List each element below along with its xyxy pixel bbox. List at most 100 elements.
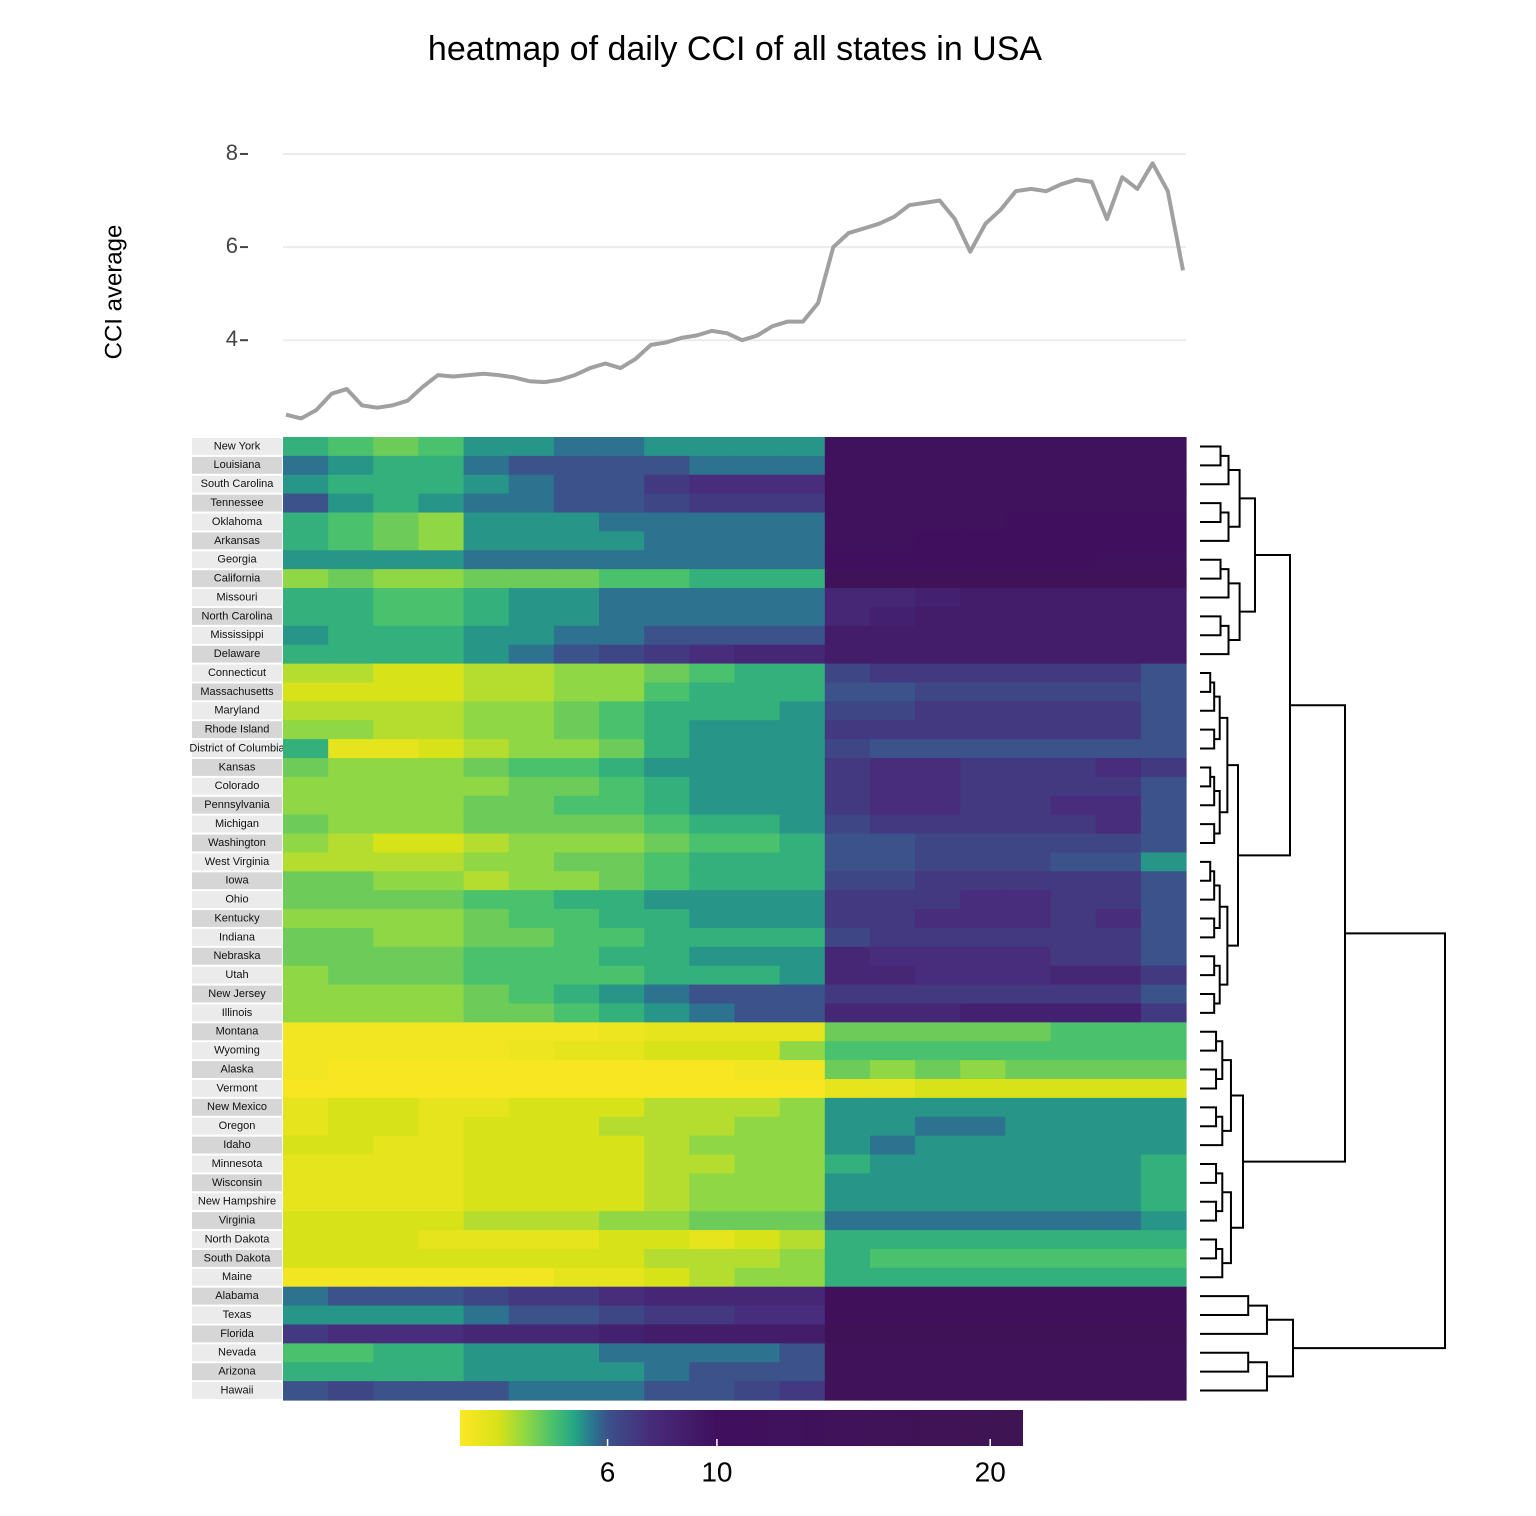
heatmap-cell (328, 1116, 374, 1137)
heatmap-cell (734, 1248, 781, 1269)
heatmap-cell (1095, 493, 1142, 514)
heatmap-cell (283, 1060, 329, 1080)
row-label: Nebraska (213, 950, 261, 962)
heatmap-cell (283, 1079, 329, 1099)
heatmap-cell (1140, 852, 1187, 872)
heatmap-cell (418, 1343, 465, 1363)
heatmap-cell (824, 1173, 871, 1193)
heatmap-cell (508, 814, 555, 835)
heatmap-cell (960, 1097, 1006, 1118)
heatmap-cell (283, 909, 329, 929)
heatmap-cell (418, 606, 465, 627)
heatmap-cell (960, 1079, 1006, 1099)
heatmap-cell (599, 644, 645, 665)
heatmap-cell (1050, 795, 1097, 816)
heatmap-cell (779, 1305, 826, 1326)
heatmap-cell (1005, 569, 1052, 589)
heatmap-cell (1005, 531, 1052, 551)
heatmap-cell (553, 1305, 600, 1326)
row-label-bg (192, 1098, 282, 1116)
heatmap-cell (599, 795, 645, 816)
heatmap-cell (328, 625, 374, 646)
heatmap-cell (1140, 1324, 1187, 1344)
heatmap-cell (283, 1173, 329, 1193)
heatmap-cell (283, 1267, 329, 1288)
heatmap-cell (779, 758, 826, 778)
heatmap-cell (508, 663, 555, 684)
heatmap-cell (553, 644, 600, 665)
heatmap-cell (689, 1173, 736, 1193)
heatmap-cell (960, 606, 1006, 627)
row-label-bg (192, 570, 282, 588)
heatmap-cell (960, 493, 1006, 514)
heatmap-cell (418, 569, 465, 589)
row-label: Indiana (219, 931, 256, 943)
row-label-bg (192, 702, 282, 720)
heatmap-cell (1050, 1362, 1097, 1382)
heatmap-cell (508, 1362, 555, 1382)
heatmap-cell (328, 1003, 374, 1023)
row-label-bg (192, 475, 282, 493)
heatmap-cell (373, 739, 420, 759)
heatmap-cell (734, 814, 781, 835)
heatmap-cell (373, 437, 420, 457)
heatmap-cell (418, 1267, 465, 1288)
heatmap-cell (328, 550, 374, 570)
heatmap-cell (373, 569, 420, 589)
heatmap-cell (463, 795, 510, 816)
heatmap-cell (779, 1135, 826, 1156)
heatmap-cell (373, 852, 420, 872)
heatmap-cell (734, 1343, 781, 1363)
heatmap-cell (915, 1003, 961, 1023)
heatmap-cell (644, 682, 690, 702)
heatmap-cell (508, 1248, 555, 1269)
heatmap-cell (779, 1324, 826, 1344)
heatmap-cell (1050, 1381, 1097, 1401)
heatmap-cell (373, 1305, 420, 1326)
heatmap-cell (734, 474, 781, 495)
heatmap-cell (418, 984, 465, 1005)
heatmap-cell (508, 606, 555, 627)
heatmap-cell (1140, 1097, 1187, 1118)
heatmap-cell (463, 965, 510, 986)
heatmap-cell (508, 1173, 555, 1193)
heatmap-cell (463, 1135, 510, 1156)
heatmap-cell (418, 1211, 465, 1231)
heatmap-cell (689, 474, 736, 495)
heatmap-cell (1095, 455, 1142, 476)
heatmap-cell (960, 1211, 1006, 1231)
heatmap-cell (689, 588, 736, 608)
heatmap-cell (1005, 1286, 1052, 1307)
heatmap-cell (779, 927, 826, 948)
heatmap-cell (960, 1248, 1006, 1269)
heatmap-cell (1005, 1003, 1052, 1023)
row-label-bg (192, 815, 282, 833)
heatmap-cell (599, 1286, 645, 1307)
dendrogram-branch (1200, 728, 1216, 750)
heatmap-cell (1050, 739, 1097, 759)
heatmap-cell (689, 852, 736, 872)
heatmap-cell (1050, 682, 1097, 702)
row-label-bg (192, 438, 282, 455)
heatmap-cell (599, 606, 645, 627)
heatmap-cell (283, 1192, 329, 1212)
heatmap-cell (1095, 1211, 1142, 1231)
heatmap-cell (644, 1248, 690, 1269)
heatmap-cell (373, 1286, 420, 1307)
heatmap-cell (1005, 606, 1052, 627)
heatmap-cell (418, 720, 465, 740)
heatmap-cell (1050, 1267, 1097, 1288)
heatmap-cell (508, 852, 555, 872)
heatmap-cell (373, 644, 420, 665)
heatmap-cell (734, 682, 781, 702)
row-label: Maryland (214, 705, 259, 717)
heatmap-cell (824, 1211, 871, 1231)
row-label-bg (192, 551, 282, 569)
heatmap-cell (960, 1154, 1006, 1175)
heatmap-cell (779, 1192, 826, 1212)
heatmap-cell (418, 1097, 465, 1118)
heatmap-cell (779, 531, 826, 551)
heatmap-cell (869, 1324, 916, 1344)
heatmap-cell (1050, 1116, 1097, 1137)
heatmap-cell (328, 927, 374, 948)
